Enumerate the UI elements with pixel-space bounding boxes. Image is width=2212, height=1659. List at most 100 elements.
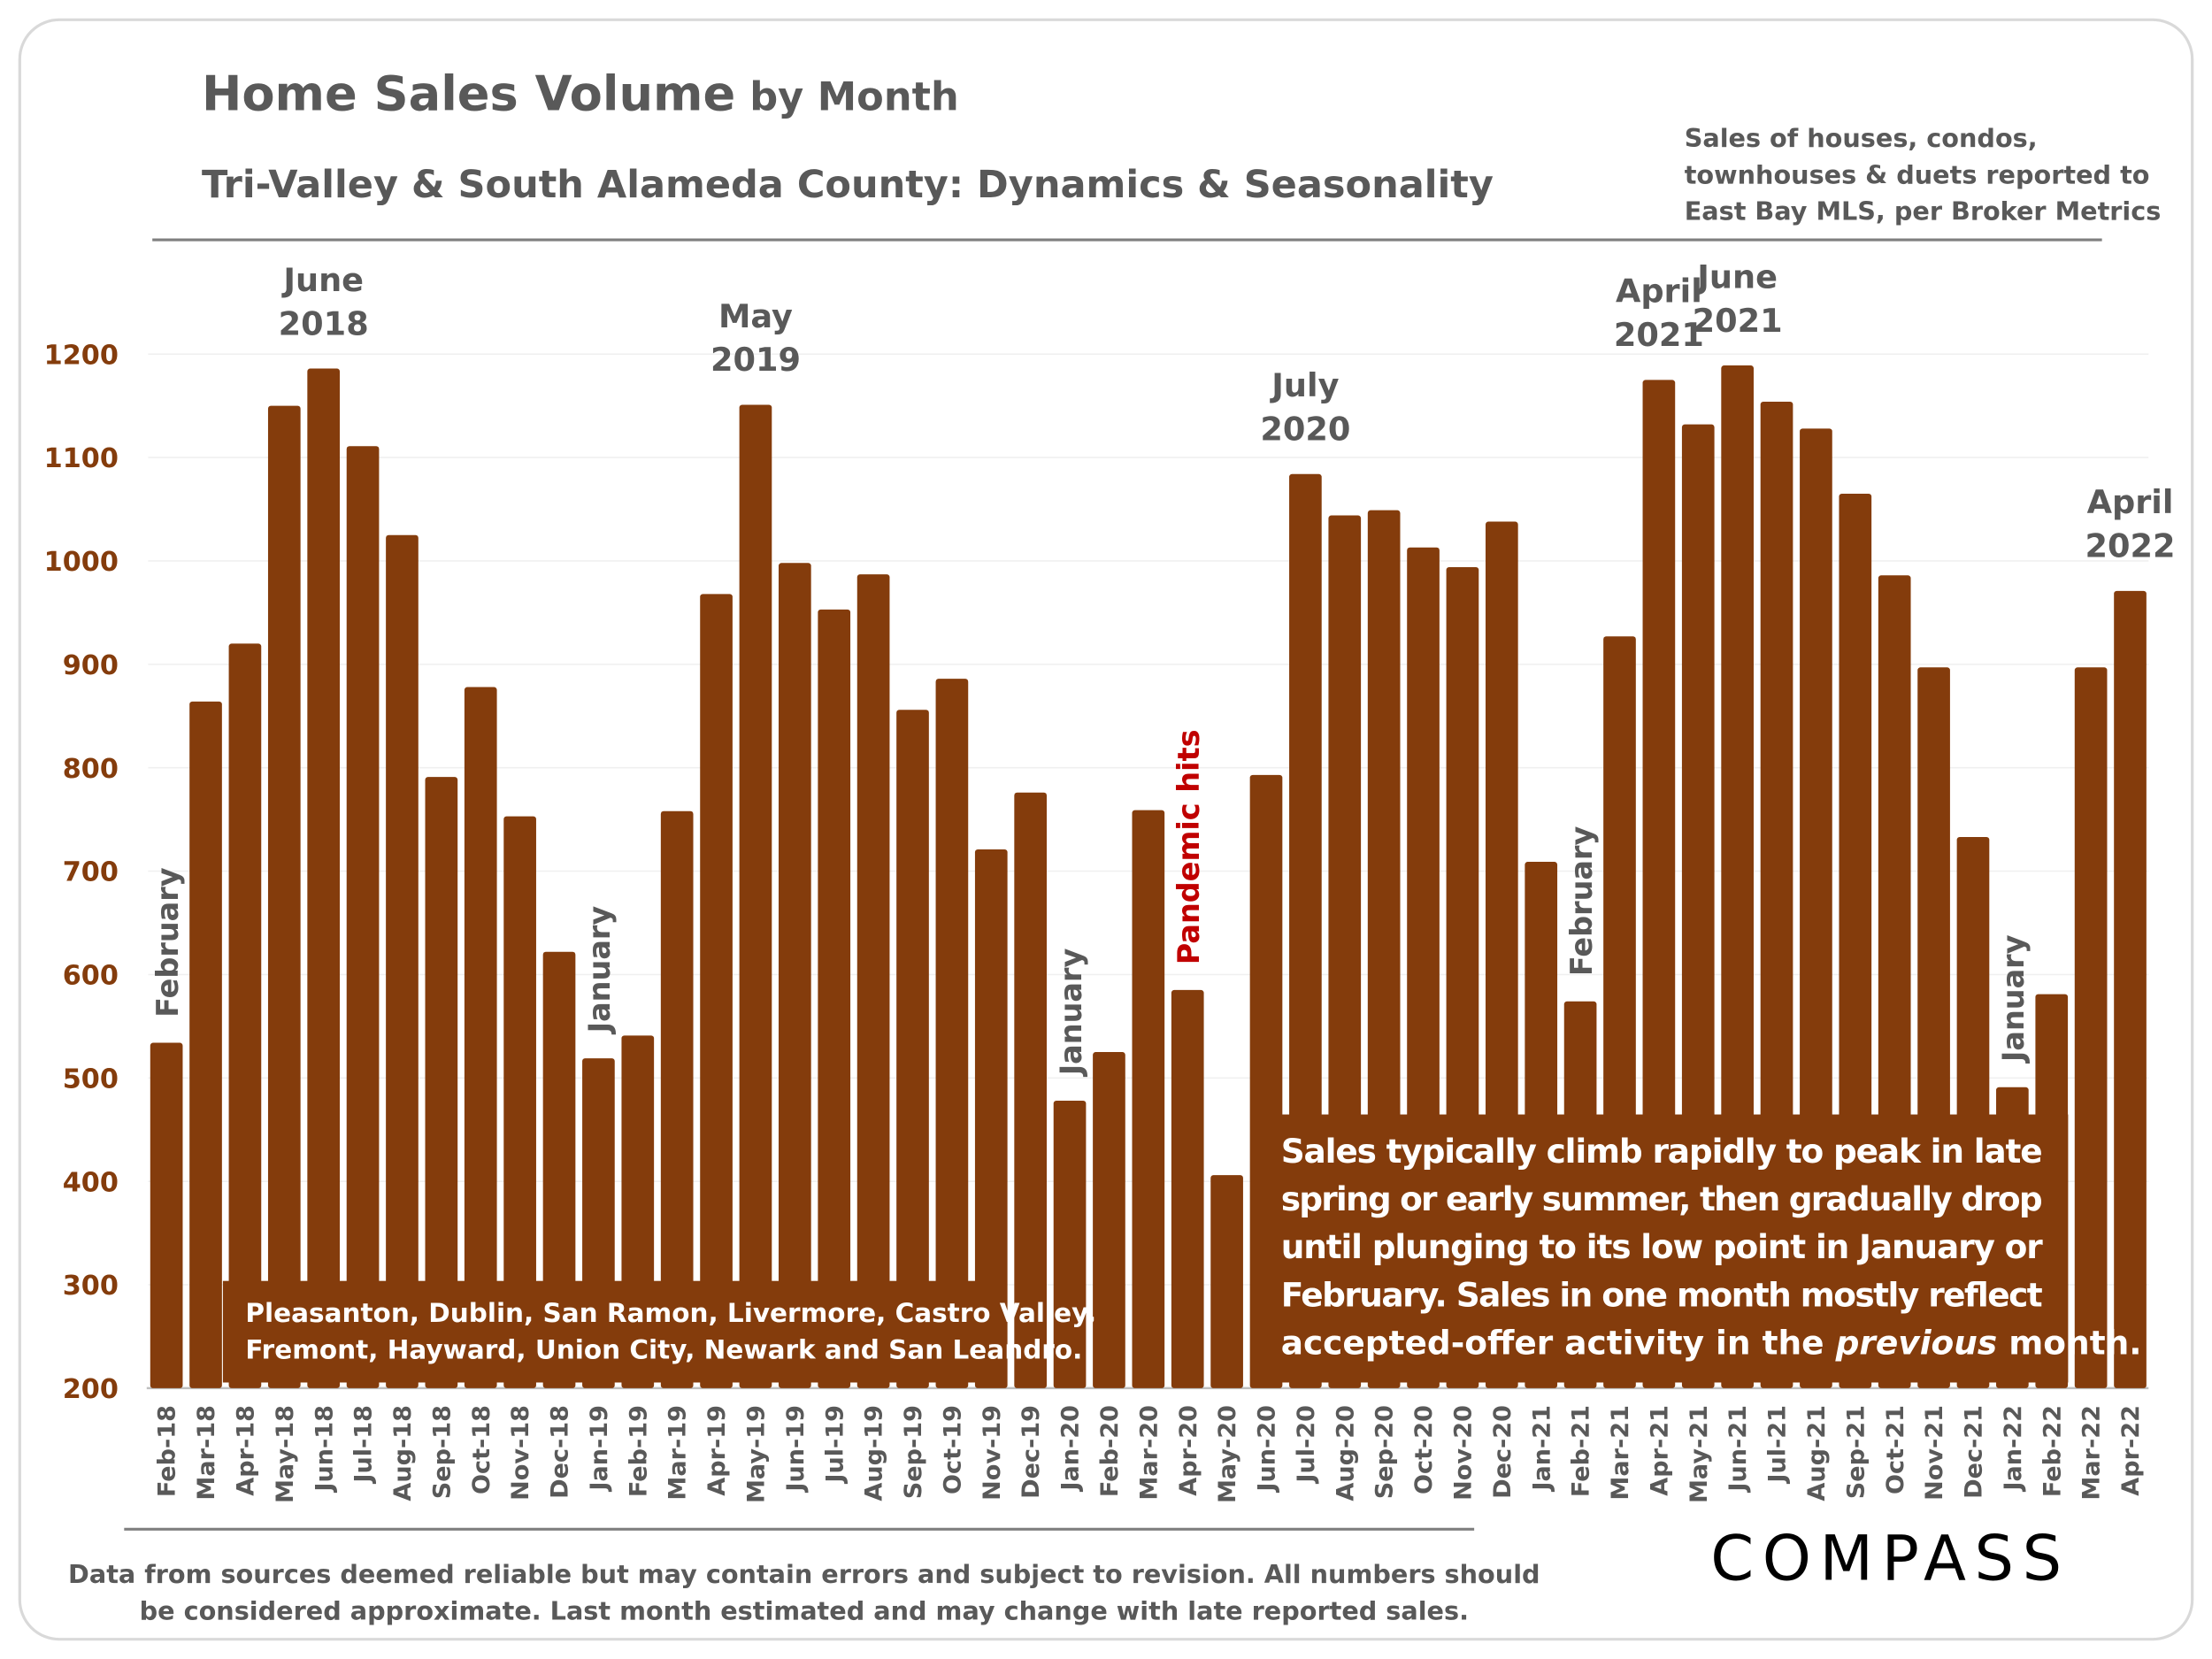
y-tick-label: 400 (63, 1167, 119, 1198)
y-tick-label: 800 (63, 754, 119, 785)
x-tick-label: Jan-21 (1528, 1405, 1555, 1493)
y-tick-label: 200 (63, 1374, 119, 1405)
vertical-annotation: February (1564, 826, 1599, 977)
bar-annotation: 2018 (279, 304, 369, 342)
vertical-annotation: January (1054, 949, 1088, 1078)
x-tick-label: Jun-20 (1254, 1405, 1281, 1494)
bar-annotation: 2021 (1614, 316, 1704, 354)
y-tick-label: 600 (63, 961, 119, 992)
bar (856, 574, 890, 1388)
x-tick-label: Aug-21 (1803, 1405, 1831, 1502)
x-tick-label: Feb-22 (2039, 1405, 2066, 1497)
bar (503, 816, 536, 1388)
x-tick-label: Jul-20 (1293, 1405, 1320, 1485)
x-tick-label: Jul-19 (821, 1405, 849, 1485)
vertical-annotation: January (1996, 934, 2031, 1064)
x-tick-label: May-20 (1214, 1405, 1241, 1503)
x-tick-label: Sep-18 (428, 1405, 456, 1499)
y-tick-label: 500 (63, 1064, 119, 1094)
insight-line: spring or early summer, then gradually d… (1281, 1179, 2043, 1218)
x-tick-label: Oct-19 (939, 1405, 966, 1494)
x-tick-label: Feb-20 (1096, 1405, 1124, 1497)
bar (150, 1042, 183, 1388)
bar-annotation: July (1269, 366, 1339, 404)
x-tick-label: Aug-19 (861, 1405, 888, 1502)
bar (346, 446, 380, 1388)
vertical-annotation: February (150, 867, 185, 1018)
bar (228, 643, 262, 1388)
source-note: Sales of houses, condos, townhouses & du… (1685, 123, 2162, 227)
x-tick-label: Nov-19 (979, 1405, 1006, 1501)
x-tick-label: May-19 (743, 1405, 771, 1503)
x-tick-label: Apr-22 (2117, 1405, 2145, 1496)
x-tick-label: Mar-18 (193, 1405, 220, 1501)
bar (1093, 1052, 1125, 1388)
x-tick-label: Apr-20 (1175, 1405, 1202, 1496)
vertical-annotation: Pandemic hits (1171, 729, 1206, 964)
x-tick-label: Jan-22 (2000, 1405, 2027, 1493)
bar (1053, 1100, 1087, 1388)
y-tick-label: 1100 (44, 443, 119, 474)
bar (542, 951, 576, 1388)
x-tick-label: Aug-18 (389, 1405, 417, 1502)
x-tick-label: Aug-20 (1332, 1405, 1359, 1502)
bar-annotation: April (2087, 483, 2174, 521)
insight-line: accepted-offer activity in the previous … (1281, 1324, 2142, 1363)
bar (267, 405, 301, 1388)
region-box-line: Pleasanton, Dublin, San Ramon, Livermore… (245, 1298, 1096, 1328)
insight-box: Sales typically climb rapidly to peak in… (1261, 1114, 2142, 1383)
x-tick-label: Dec-18 (547, 1405, 574, 1499)
x-tick-label: Jan-19 (586, 1405, 613, 1493)
bar-annotation: June (280, 261, 364, 299)
x-tick-label: Jun-19 (782, 1405, 810, 1494)
x-tick-label: Oct-21 (1882, 1405, 1909, 1494)
x-tick-label: Mar-22 (2078, 1405, 2106, 1501)
x-tick-label: Mar-19 (664, 1405, 692, 1501)
y-tick-label: 900 (63, 650, 119, 681)
footer-note: Data from sources deemed reliable but ma… (68, 1559, 1540, 1589)
bar (189, 701, 222, 1388)
source-note-line: townhouses & duets reported to (1685, 159, 2150, 189)
x-tick-label: Sep-21 (1842, 1405, 1870, 1499)
bar-annotation: 2022 (2085, 527, 2176, 565)
bar (425, 777, 458, 1388)
bar (739, 404, 772, 1388)
x-tick-label: Oct-18 (468, 1405, 495, 1494)
bar-annotation: 2019 (710, 341, 801, 379)
bar (1210, 1175, 1243, 1388)
region-box-line: Fremont, Hayward, Union City, Newark and… (245, 1334, 1082, 1364)
x-tick-label: Jun-18 (311, 1405, 338, 1494)
bar-annotation: 2020 (1260, 410, 1350, 448)
insight-box-bg (1261, 1114, 2069, 1383)
x-tick-label: Feb-21 (1568, 1405, 1595, 1497)
bar-annotation: May (718, 297, 793, 335)
source-note-line: East Bay MLS, per Broker Metrics (1685, 196, 2162, 227)
x-tick-label: Jun-21 (1724, 1405, 1752, 1494)
y-tick-label: 300 (63, 1271, 119, 1302)
x-tick-label: Sep-19 (900, 1405, 927, 1499)
bar (1171, 989, 1204, 1388)
region-box-bg (222, 1280, 1002, 1383)
x-tick-label: Feb-18 (154, 1405, 181, 1497)
y-tick-label: 700 (63, 857, 119, 888)
bar (386, 534, 419, 1388)
y-tick-label: 1000 (44, 547, 119, 578)
bar-annotation: June (1694, 257, 1778, 296)
bar-annotation: April (1616, 273, 1702, 311)
x-tick-label: Apr-18 (232, 1405, 259, 1496)
source-note-line: Sales of houses, condos, (1685, 123, 2038, 153)
insight-line: February. Sales in one month mostly refl… (1281, 1275, 2043, 1314)
compass-logo: COMPASS (1710, 1523, 2070, 1595)
region-box: Pleasanton, Dublin, San Ramon, Livermore… (222, 1280, 1096, 1383)
x-tick-label: May-18 (272, 1405, 299, 1503)
bar (779, 563, 811, 1388)
x-tick-label: Oct-20 (1410, 1405, 1438, 1494)
x-tick-label: Nov-20 (1449, 1405, 1477, 1501)
x-tick-label: Dec-19 (1018, 1405, 1045, 1499)
x-tick-label: Jul-21 (1764, 1405, 1792, 1485)
bar (700, 594, 733, 1388)
x-tick-label: Feb-19 (625, 1405, 652, 1497)
bar (660, 810, 694, 1388)
x-tick-label: Sep-20 (1371, 1405, 1399, 1499)
